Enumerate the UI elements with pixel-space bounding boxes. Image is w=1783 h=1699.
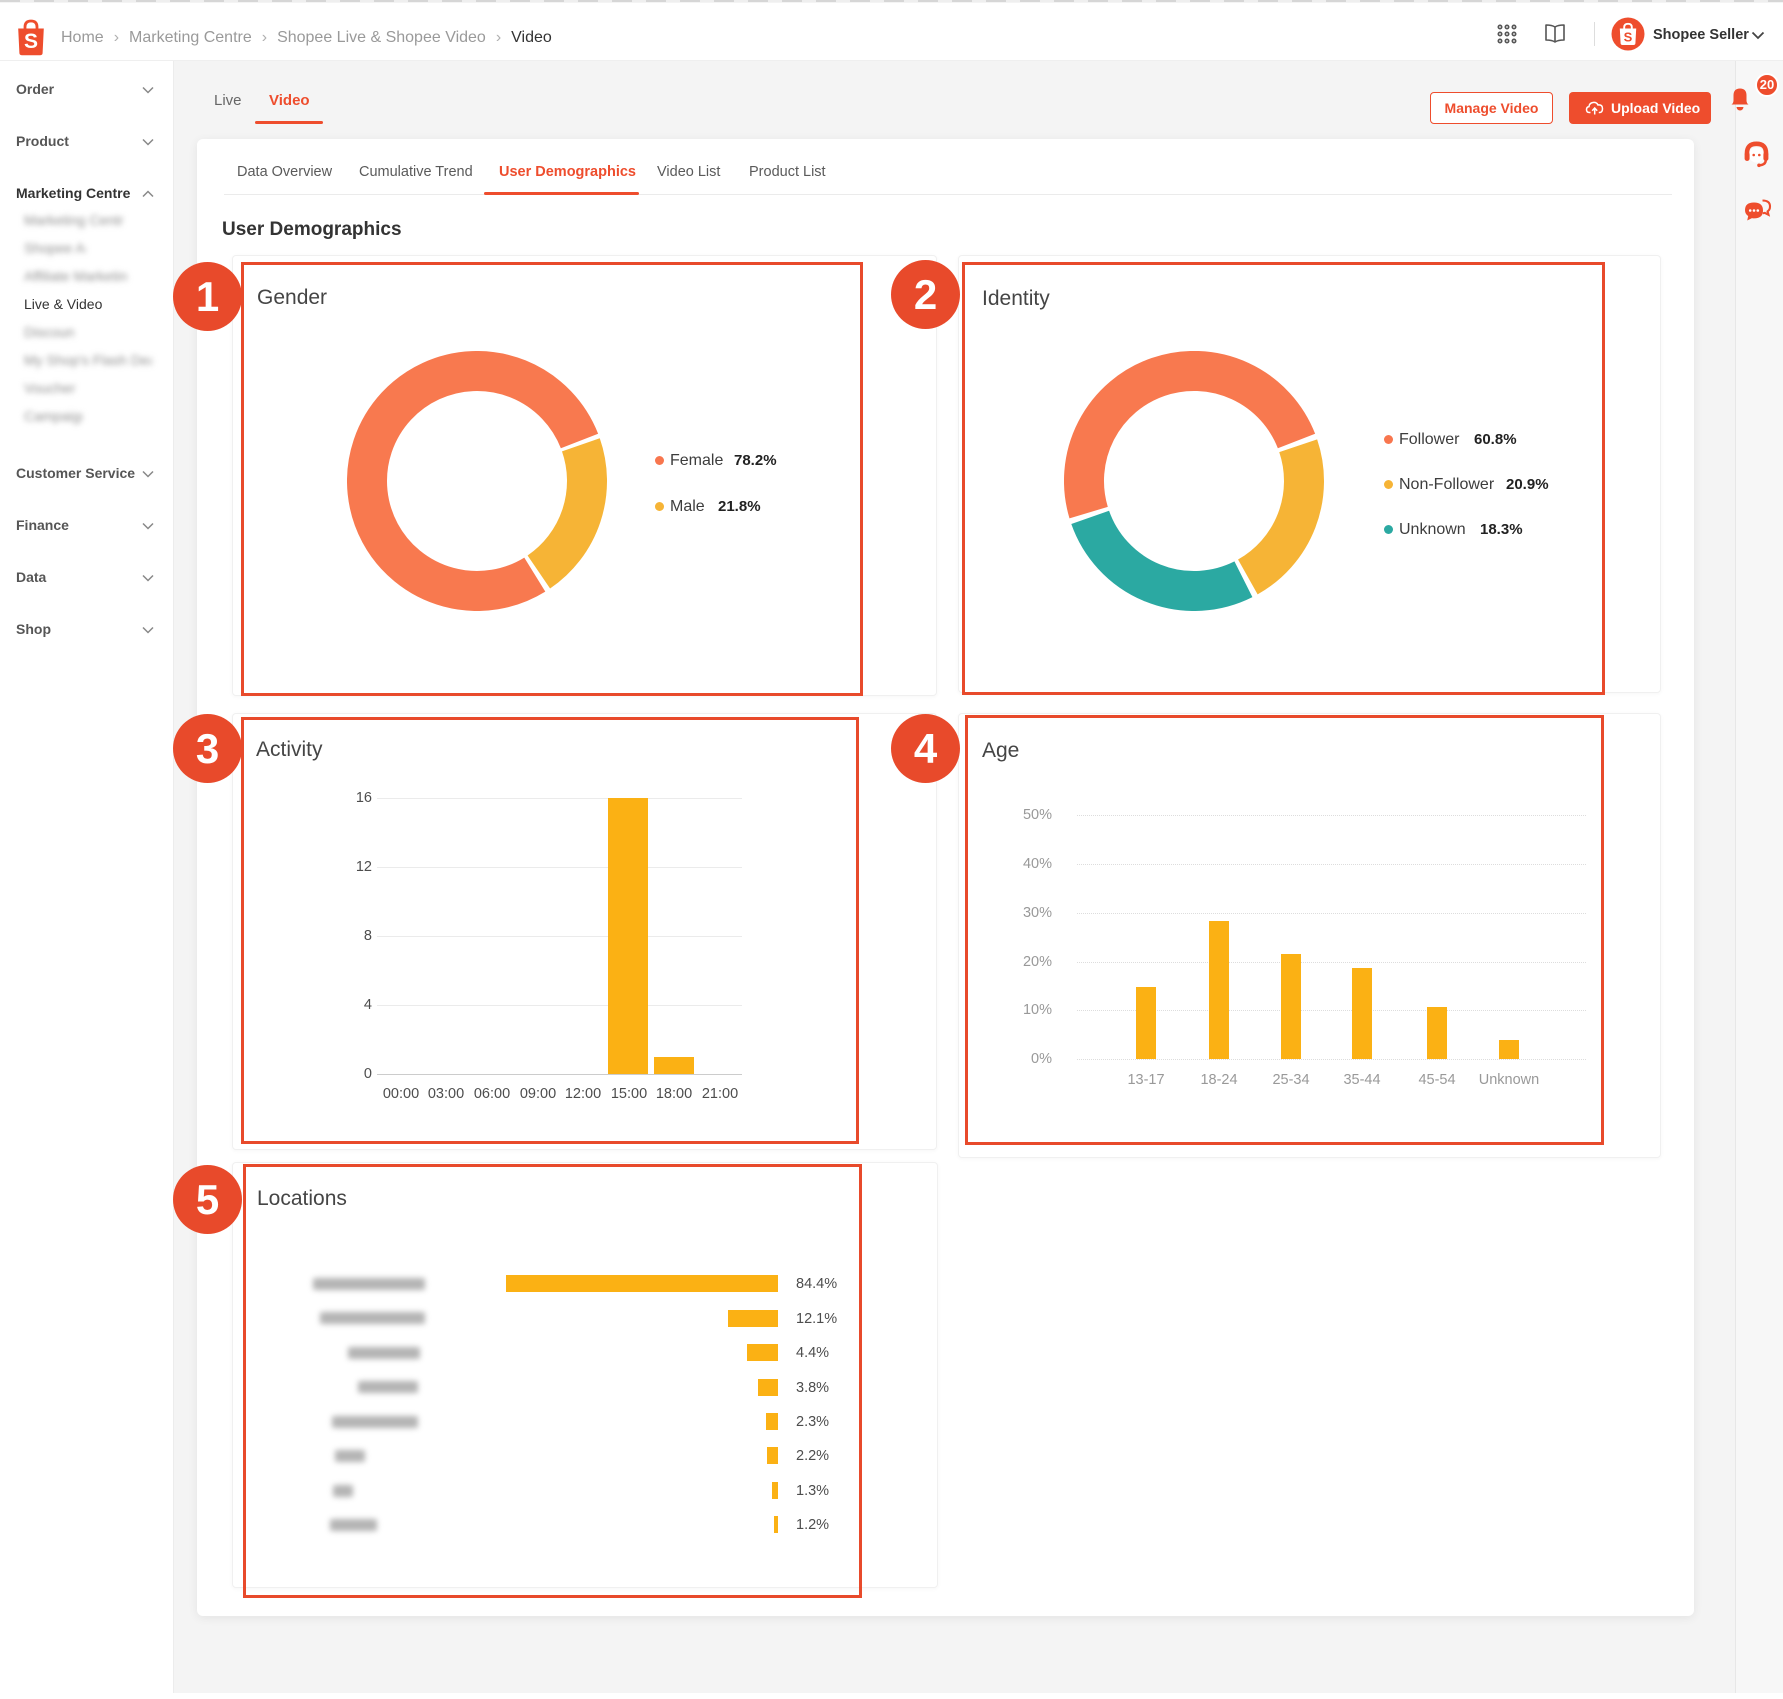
svg-text:S: S [1624,30,1633,45]
svg-text:S: S [24,30,38,53]
